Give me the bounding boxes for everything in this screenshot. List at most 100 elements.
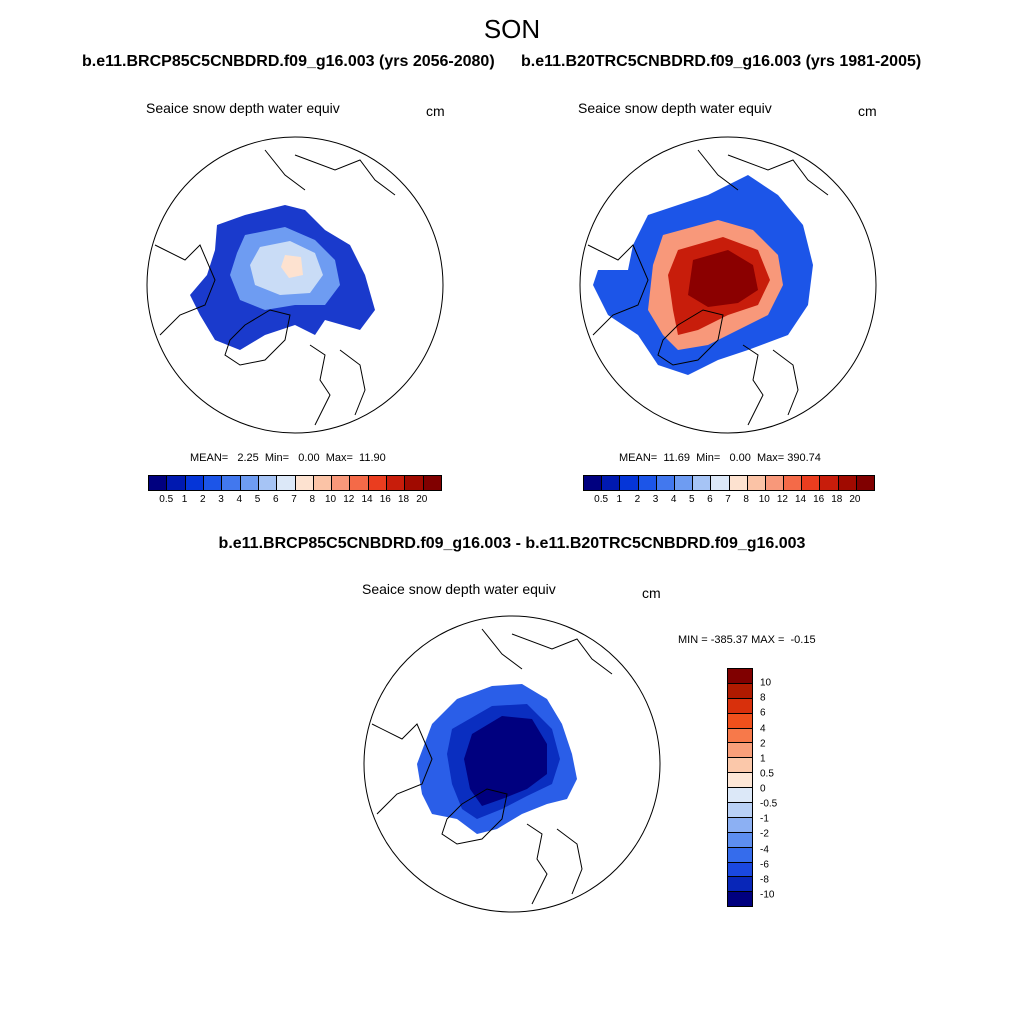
left-colorbar-tick-label: 2	[199, 494, 206, 505]
left-colorbar-tick-label: 20	[416, 494, 428, 505]
right-colorbar-box-4	[656, 476, 675, 490]
right-colorbar-tick-label: 2	[634, 494, 641, 505]
right-colorbar-box-8	[729, 476, 748, 490]
right-colorbar-tick-label: 4	[670, 494, 677, 505]
left-polar-map	[146, 136, 444, 434]
left-colorbar-tick-label: 3	[218, 494, 224, 505]
left-colorbar-ticks: 0.5 1 2 3 4 5 6 7 8 10 12 14 16 18 20	[148, 494, 440, 508]
right-colorbar-ticks: 0.5 1 2 3 4 5 6 7 8 10 12 14 16 18 20	[583, 494, 873, 508]
left-coastline-russia	[264, 149, 396, 196]
diff-colorbar-box-7	[728, 773, 752, 789]
right-colorbar-tick-label: 5	[688, 494, 695, 505]
left-colorbar-box-2	[185, 476, 204, 490]
left-colorbar-box-1	[167, 476, 186, 490]
right-coastline-canada	[587, 244, 649, 336]
right-colorbar-tick-label: 6	[707, 494, 713, 505]
left-colorbar-box-7	[277, 476, 296, 490]
right-colorbar-box-11	[784, 476, 803, 490]
left-variable-label: Seaice snow depth water equiv	[146, 100, 340, 116]
right-colorbar-tick-label: 18	[831, 494, 843, 505]
right-colorbar-box-15	[856, 476, 874, 490]
diff-snow-field-inner	[464, 716, 547, 806]
right-coastline-russia	[697, 149, 829, 196]
diff-colorbar-box-9	[728, 803, 752, 818]
right-variable-label: Seaice snow depth water equiv	[578, 100, 772, 116]
right-colorbar-box-13	[820, 476, 839, 490]
left-units-label: cm	[426, 103, 445, 119]
diff-colorbar-box-11	[728, 832, 752, 848]
diff-run-title: b.e11.BRCP85C5CNBDRD.f09_g16.003 - b.e11…	[218, 535, 806, 552]
left-colorbar-tick-label: 5	[254, 494, 261, 505]
right-colorbar-tick-label: 7	[725, 494, 731, 505]
right-colorbar-tick-label: 1	[616, 494, 623, 505]
left-colorbar-box-15	[423, 476, 441, 490]
left-colorbar-tick-label: 10	[324, 494, 337, 505]
diff-colorbar-box-10	[728, 817, 752, 833]
diff-colorbar-tick-label: -0.5	[760, 798, 778, 810]
right-colorbar-box-6	[693, 476, 712, 490]
diff-colorbar-box-14	[728, 877, 752, 893]
diff-colorbar-tick-label: -2	[760, 828, 769, 840]
diff-polar-map	[363, 615, 661, 913]
diff-colorbar-tick-label: 1	[760, 753, 766, 765]
diff-colorbar-box-3	[728, 713, 752, 729]
right-colorbar-box-1	[602, 476, 621, 490]
diff-colorbar-tick-label: 10	[760, 677, 772, 689]
left-colorbar-box-3	[203, 476, 223, 490]
left-colorbar-tick-label: 1	[181, 494, 188, 505]
diff-colorbar-box-1	[728, 683, 752, 699]
left-colorbar-tick-label: 18	[397, 494, 410, 505]
left-colorbar-tick-label: 8	[309, 494, 316, 505]
left-colorbar-tick-label: 4	[236, 494, 243, 505]
left-colorbar-box-9	[313, 476, 333, 490]
left-colorbar-box-14	[405, 476, 424, 490]
right-colorbar-box-7	[711, 476, 730, 490]
diff-colorbar	[727, 668, 753, 908]
right-colorbar-box-3	[638, 476, 657, 490]
left-colorbar-box-5	[240, 476, 259, 490]
diff-colorbar-box-2	[728, 698, 752, 714]
left-colorbar-box-11	[350, 476, 369, 490]
left-colorbar-box-8	[295, 476, 314, 490]
left-run-title: b.e11.BRCP85C5CNBDRD.f09_g16.003 (yrs 20…	[82, 53, 495, 70]
left-stats: MEAN= 2.25 Min= 0.00 Max= 11.90	[190, 452, 386, 464]
right-colorbar-box-0	[584, 476, 603, 490]
figure-title: SON	[483, 14, 541, 44]
diff-colorbar-tick-label: 4	[760, 723, 766, 734]
right-coastline-greenland	[657, 309, 724, 366]
right-colorbar-box-2	[620, 476, 639, 490]
right-coastline-europe	[742, 344, 799, 426]
right-polar-map	[579, 136, 877, 434]
left-colorbar-box-4	[222, 476, 241, 490]
diff-colorbar-box-13	[728, 862, 752, 878]
right-colorbar-box-10	[765, 476, 785, 490]
right-colorbar	[583, 475, 875, 491]
diff-colorbar-box-4	[728, 728, 752, 744]
diff-colorbar-box-6	[728, 758, 752, 774]
diff-colorbar-box-5	[728, 743, 752, 759]
diff-colorbar-tick-label: 0.5	[760, 768, 774, 780]
right-colorbar-box-12	[802, 476, 821, 490]
diff-colorbar-tick-label: -10	[760, 889, 775, 901]
diff-variable-label: Seaice snow depth water equiv	[362, 581, 556, 597]
diff-colorbar-tick-label: 0	[760, 783, 766, 795]
right-run-title: b.e11.B20TRC5CNBDRD.f09_g16.003 (yrs 198…	[521, 53, 922, 70]
left-colorbar-tick-label: 7	[291, 494, 297, 505]
diff-stats: MIN = -385.37 MAX = -0.15	[678, 634, 816, 646]
left-colorbar-box-0	[149, 476, 168, 490]
diff-colorbar-tick-label: -1	[760, 813, 769, 825]
right-colorbar-box-14	[838, 476, 857, 490]
right-colorbar-tick-label: 0.5	[594, 494, 609, 505]
left-colorbar-tick-label: 12	[343, 494, 355, 505]
right-units-label: cm	[858, 103, 877, 119]
diff-coastline-greenland	[441, 788, 508, 845]
diff-colorbar-tick-label: 2	[760, 738, 766, 750]
diff-colorbar-tick-label: -8	[760, 874, 769, 886]
left-colorbar-box-6	[258, 476, 278, 490]
right-colorbar-tick-label: 10	[758, 494, 770, 505]
left-colorbar-box-13	[387, 476, 406, 490]
diff-units-label: cm	[642, 585, 661, 601]
diff-colorbar-box-8	[728, 788, 752, 804]
left-colorbar-tick-label: 14	[361, 494, 373, 505]
right-stats: MEAN= 11.69 Min= 0.00 Max= 390.74	[619, 452, 821, 464]
